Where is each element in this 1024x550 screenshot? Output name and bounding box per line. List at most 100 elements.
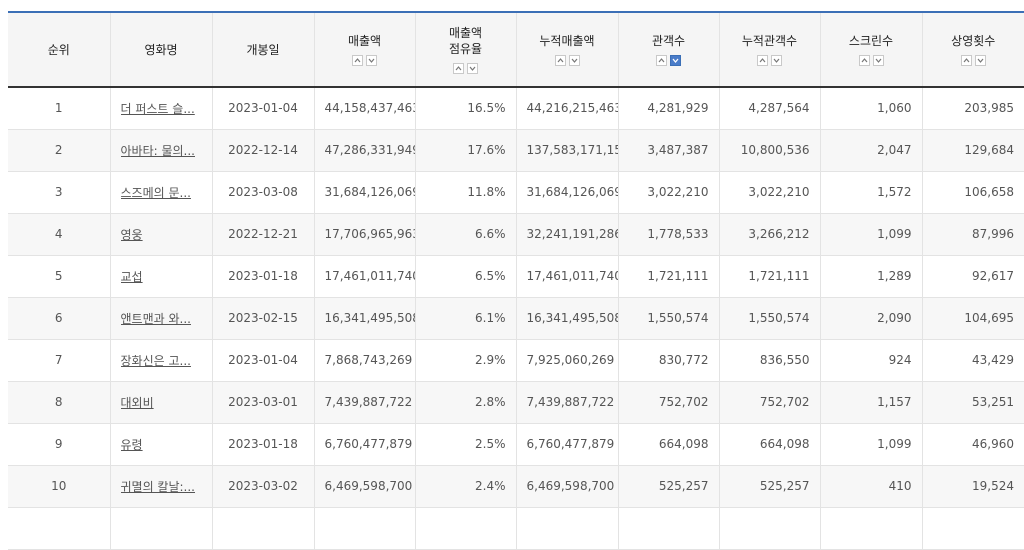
cell-sales-share: 6.6% <box>415 213 516 255</box>
chevron-up-icon <box>557 57 564 64</box>
cell-rank: 10 <box>8 465 110 507</box>
cell-cumulative-sales: 16,341,495,508 <box>516 297 618 339</box>
col-header-release-date: 개봉일 <box>212 12 314 87</box>
sort-ascending-button[interactable] <box>757 55 768 66</box>
cell-screens: 1,289 <box>820 255 922 297</box>
cell-sales: 7,868,743,269 <box>314 339 415 381</box>
col-header-label: 누적관객수 <box>720 33 820 49</box>
cell-audience: 1,550,574 <box>618 297 719 339</box>
cell-title: 교섭 <box>110 255 212 297</box>
cell-sales: 17,706,965,963 <box>314 213 415 255</box>
cell-rank: 6 <box>8 297 110 339</box>
col-header-sales-share: 매출액 점유율 <box>415 12 516 87</box>
cell-sales: 31,684,126,069 <box>314 171 415 213</box>
sort-controls <box>517 55 618 66</box>
sort-controls <box>821 55 922 66</box>
cell-title: 더 퍼스트 슬... <box>110 87 212 129</box>
cell-release-date: 2023-01-04 <box>212 87 314 129</box>
movie-title-link[interactable]: 더 퍼스트 슬... <box>121 100 195 117</box>
cell-sales: 16,341,495,508 <box>314 297 415 339</box>
sort-controls <box>619 55 719 66</box>
cell-sales <box>314 507 415 549</box>
sort-descending-button[interactable] <box>873 55 884 66</box>
sort-descending-button[interactable] <box>366 55 377 66</box>
sort-descending-button[interactable] <box>467 63 478 74</box>
chevron-up-icon <box>658 57 665 64</box>
cell-release-date: 2023-01-18 <box>212 255 314 297</box>
cell-sales: 47,286,331,949 <box>314 129 415 171</box>
sort-ascending-button[interactable] <box>352 55 363 66</box>
col-header-label: 누적매출액 <box>517 33 618 49</box>
col-header-title: 영화명 <box>110 12 212 87</box>
cell-sales-share: 2.9% <box>415 339 516 381</box>
col-header-label: 스크린수 <box>821 33 922 49</box>
cell-rank: 7 <box>8 339 110 381</box>
cell-release-date: 2023-03-02 <box>212 465 314 507</box>
sort-descending-button[interactable] <box>670 55 681 66</box>
movie-title-link[interactable]: 영웅 <box>121 226 143 243</box>
sort-controls <box>315 55 415 66</box>
cell-screens: 1,157 <box>820 381 922 423</box>
col-header-label: 영화명 <box>111 42 212 58</box>
movie-title-link[interactable]: 교섭 <box>121 268 143 285</box>
sort-descending-button[interactable] <box>771 55 782 66</box>
movie-title-link[interactable]: 아바타: 물의... <box>121 142 196 159</box>
cell-sales-share: 2.4% <box>415 465 516 507</box>
movie-title-link[interactable]: 귀멸의 칼날:... <box>121 478 196 495</box>
sort-ascending-button[interactable] <box>453 63 464 74</box>
sort-descending-button[interactable] <box>975 55 986 66</box>
sort-ascending-button[interactable] <box>656 55 667 66</box>
cell-sales-share: 2.5% <box>415 423 516 465</box>
sort-ascending-button[interactable] <box>859 55 870 66</box>
movie-title-link[interactable]: 대외비 <box>121 394 154 411</box>
movie-title-link[interactable]: 앤트맨과 와... <box>121 310 191 327</box>
cell-showings: 46,960 <box>922 423 1024 465</box>
cell-sales-share: 17.6% <box>415 129 516 171</box>
cell-title: 유령 <box>110 423 212 465</box>
cell-release-date <box>212 507 314 549</box>
cell-showings: 53,251 <box>922 381 1024 423</box>
cell-release-date: 2023-02-15 <box>212 297 314 339</box>
chevron-up-icon <box>759 57 766 64</box>
sort-controls <box>720 55 820 66</box>
col-header-label: 관객수 <box>619 33 719 49</box>
cell-showings: 104,695 <box>922 297 1024 339</box>
sort-ascending-button[interactable] <box>961 55 972 66</box>
cell-audience: 4,281,929 <box>618 87 719 129</box>
cell-sales-share: 2.8% <box>415 381 516 423</box>
cell-sales: 17,461,011,740 <box>314 255 415 297</box>
cell-title: 장화신은 고... <box>110 339 212 381</box>
col-header-label: 개봉일 <box>213 42 314 58</box>
col-header-audience: 관객수 <box>618 12 719 87</box>
cell-rank: 4 <box>8 213 110 255</box>
cell-release-date: 2023-01-18 <box>212 423 314 465</box>
cell-cumulative-audience: 4,287,564 <box>719 87 820 129</box>
cell-showings: 92,617 <box>922 255 1024 297</box>
sort-descending-button[interactable] <box>569 55 580 66</box>
cell-title: 귀멸의 칼날:... <box>110 465 212 507</box>
cell-cumulative-audience: 10,800,536 <box>719 129 820 171</box>
cell-sales-share: 11.8% <box>415 171 516 213</box>
sort-controls <box>416 63 516 74</box>
cell-screens <box>820 507 922 549</box>
cell-rank: 2 <box>8 129 110 171</box>
cell-audience: 1,721,111 <box>618 255 719 297</box>
cell-screens: 1,099 <box>820 423 922 465</box>
chevron-up-icon <box>963 57 970 64</box>
cell-sales-share: 16.5% <box>415 87 516 129</box>
movie-title-link[interactable]: 장화신은 고... <box>121 352 191 369</box>
sort-ascending-button[interactable] <box>555 55 566 66</box>
cell-screens: 2,047 <box>820 129 922 171</box>
cell-cumulative-audience: 3,266,212 <box>719 213 820 255</box>
movie-title-link[interactable]: 스즈메의 문... <box>121 184 191 201</box>
cell-title: 대외비 <box>110 381 212 423</box>
movie-title-link[interactable]: 유령 <box>121 436 143 453</box>
cell-audience: 525,257 <box>618 465 719 507</box>
cell-screens: 924 <box>820 339 922 381</box>
